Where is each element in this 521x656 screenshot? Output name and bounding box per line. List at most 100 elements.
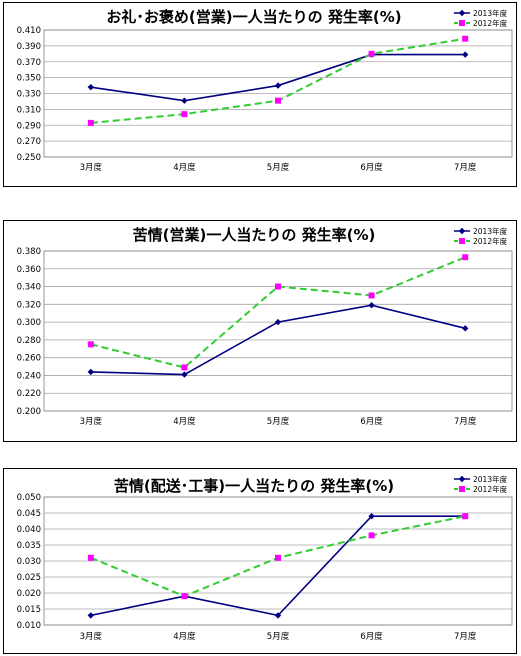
legend-label: 2012年度 <box>473 236 508 246</box>
data-point <box>181 593 188 600</box>
data-point <box>462 35 469 42</box>
data-point <box>462 51 469 58</box>
data-point <box>368 302 375 309</box>
chart-title: 苦情(配送･工事)一人当たりの 発生率(%) <box>114 477 394 495</box>
x-tick-label: 6月度 <box>360 631 383 642</box>
series-1 <box>87 254 469 371</box>
data-point <box>274 82 282 89</box>
data-point <box>87 83 94 91</box>
series-line-1 <box>90 37 466 124</box>
series-0 <box>87 51 469 104</box>
data-point <box>275 283 281 290</box>
series-line-0 <box>90 515 466 617</box>
legend-label: 2012年度 <box>473 18 508 28</box>
y-tick-label: 0.220 <box>17 389 41 399</box>
series-1 <box>87 513 469 600</box>
chart-title: お礼･お褒め(営業)一人当たりの 発生率(%) <box>106 8 401 26</box>
x-tick-label: 4月度 <box>173 631 196 642</box>
chart-panel-2: 苦情(営業)一人当たりの 発生率(%) 0.200 0.220 0.240 0.260 0… <box>3 220 517 442</box>
y-tick-label: 0.025 <box>17 573 41 583</box>
x-tick-label: 5月度 <box>267 416 290 427</box>
y-tick-label: 0.260 <box>17 354 41 364</box>
data-point <box>181 364 188 371</box>
data-point <box>87 554 94 561</box>
y-tick-label: 0.015 <box>17 605 41 615</box>
y-tick-label: 0.040 <box>17 525 41 535</box>
legend-label: 2013年度 <box>473 474 508 484</box>
x-tick-label: 7月度 <box>454 631 477 642</box>
series-line-1 <box>90 256 466 369</box>
chart-panel-1: お礼･お褒め(営業)一人当たりの 発生率(%) 0.250 0.270 0.290 0.… <box>3 2 517 187</box>
data-point <box>368 50 375 57</box>
y-tick-label: 0.035 <box>17 541 41 551</box>
legend-label: 2013年度 <box>473 8 508 18</box>
x-tick-label: 3月度 <box>80 631 103 642</box>
data-point <box>181 111 188 118</box>
x-tick-label: 7月度 <box>454 416 477 427</box>
data-point <box>462 325 469 332</box>
y-tick-label: 0.240 <box>17 371 41 381</box>
plot-area <box>43 496 513 626</box>
x-tick-label: 5月度 <box>267 631 290 642</box>
x-tick-label: 4月度 <box>173 416 196 427</box>
data-point <box>274 318 282 326</box>
x-tick-label: 3月度 <box>80 416 103 427</box>
data-point <box>368 292 375 299</box>
y-tick-label: 0.410 <box>17 26 41 36</box>
legend-marker <box>458 227 466 235</box>
y-tick-label: 0.270 <box>17 137 41 147</box>
gridlines <box>44 29 512 158</box>
chart-panel-3: 苦情(配送･工事)一人当たりの 発生率(%) 0.010 0.015 0.020 0.0… <box>3 468 517 654</box>
y-tick-label: 0.340 <box>17 283 41 293</box>
data-point <box>87 341 94 348</box>
plot-area <box>43 250 513 412</box>
y-tick-label: 0.350 <box>17 74 41 84</box>
data-point <box>181 371 188 378</box>
legend-marker <box>459 20 465 26</box>
data-point <box>87 368 94 376</box>
x-tick-label: 4月度 <box>173 162 196 173</box>
chart-svg: 苦情(配送･工事)一人当たりの 発生率(%) 0.010 0.015 0.020 0.0… <box>17 474 513 642</box>
y-tick-label: 0.330 <box>17 90 41 100</box>
data-point <box>462 254 469 261</box>
data-point <box>462 513 469 520</box>
legend-marker <box>458 475 466 483</box>
x-tick-label: 6月度 <box>360 162 383 173</box>
x-tick-label: 7月度 <box>454 162 477 173</box>
series-1 <box>87 35 469 126</box>
legend-marker <box>459 238 465 244</box>
y-tick-label: 0.045 <box>17 509 41 519</box>
x-tick-label: 6月度 <box>360 416 383 427</box>
data-point <box>87 612 94 619</box>
legend-marker <box>458 9 466 17</box>
legend-label: 2013年度 <box>473 226 508 236</box>
y-tick-label: 0.360 <box>17 265 41 275</box>
plot-area <box>43 29 513 158</box>
legend-label: 2012年度 <box>473 484 508 494</box>
y-tick-label: 0.010 <box>17 621 41 631</box>
data-point <box>275 554 281 561</box>
chart-svg: 苦情(営業)一人当たりの 発生率(%) 0.200 0.220 0.240 0.260 0… <box>17 226 513 427</box>
y-tick-label: 0.380 <box>17 247 41 257</box>
data-point <box>87 119 94 126</box>
y-tick-label: 0.300 <box>17 318 41 328</box>
gridlines <box>44 250 512 412</box>
y-tick-label: 0.370 <box>17 58 41 68</box>
chart-title: 苦情(営業)一人当たりの 発生率(%) <box>133 226 376 244</box>
y-tick-label: 0.030 <box>17 557 41 567</box>
y-tick-label: 0.290 <box>17 121 41 131</box>
y-tick-label: 0.020 <box>17 589 41 599</box>
legend-marker <box>459 486 465 492</box>
data-point <box>275 97 281 104</box>
data-point <box>181 97 188 104</box>
y-tick-label: 0.250 <box>17 153 41 163</box>
data-point <box>368 532 375 539</box>
x-tick-label: 3月度 <box>80 162 103 173</box>
y-tick-label: 0.050 <box>17 493 41 503</box>
y-tick-label: 0.320 <box>17 300 41 310</box>
y-tick-label: 0.200 <box>17 407 41 417</box>
x-tick-label: 5月度 <box>267 162 290 173</box>
